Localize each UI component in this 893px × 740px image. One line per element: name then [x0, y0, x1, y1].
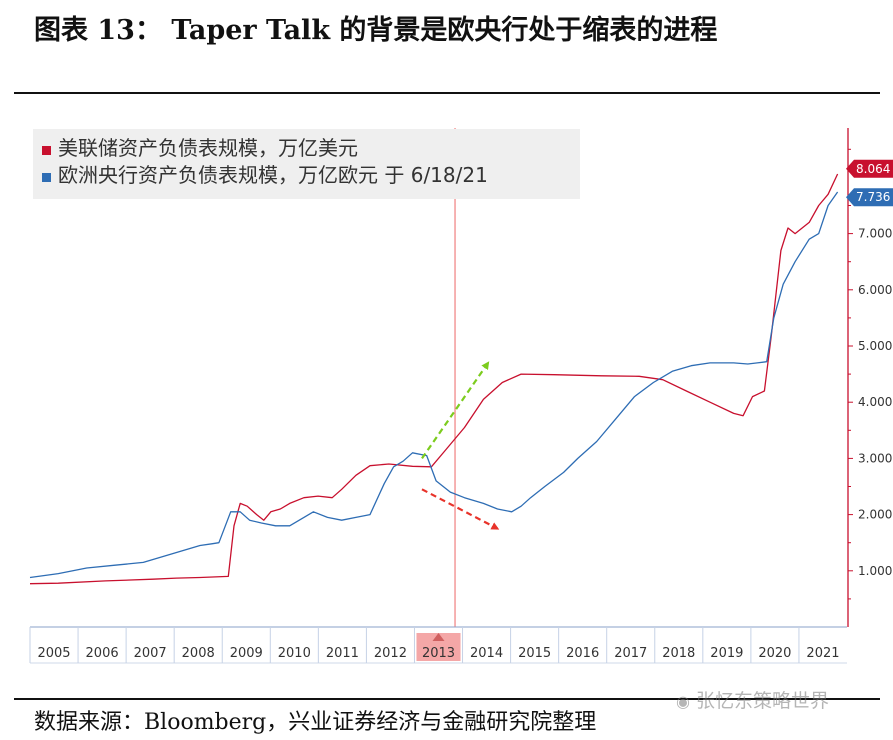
x-tick-label: 2014 [470, 646, 503, 661]
red-dashed-arrow [421, 488, 500, 530]
watermark-text: 张忆东策略世界 [695, 690, 829, 712]
x-tick-label: 2008 [182, 646, 215, 661]
bottom-rule [14, 698, 880, 700]
annotation-layer [421, 361, 500, 530]
x-tick-label: 2012 [374, 646, 407, 661]
x-tick-label: 2010 [278, 646, 311, 661]
legend-box [33, 129, 580, 199]
x-tick-label: 2015 [518, 646, 551, 661]
y-tick-label: 3.000 [858, 451, 892, 465]
x-tick-label: 2006 [86, 646, 119, 661]
x-tick-label: 2017 [614, 646, 647, 661]
last-value-label: 7.736 [856, 190, 890, 204]
fed-balance-line [29, 173, 839, 585]
x-tick-label: 2007 [134, 646, 167, 661]
last-value-label: 8.064 [856, 162, 890, 176]
wechat-icon: ◉ [676, 692, 690, 711]
top-rule [14, 92, 880, 94]
x-tick-label: 2021 [806, 646, 839, 661]
figure-title: 图表 13： Taper Talk 的背景是欧央行处于缩表的进程 [34, 15, 718, 46]
legend-label: 美联储资产负债表规模，万亿美元 [58, 136, 358, 160]
series-layer [29, 173, 839, 585]
y-tick-label: 7.000 [858, 227, 892, 241]
x-tick-label: 2020 [758, 646, 791, 661]
x-tick-label: 2013 [422, 646, 455, 661]
ecb-balance-line [29, 191, 839, 579]
legend-swatch [42, 173, 51, 182]
x-tick-highlight-caret [432, 633, 445, 641]
x-tick-label: 2011 [326, 646, 359, 661]
x-tick-label: 2016 [566, 646, 599, 661]
y-tick-label: 2.000 [858, 508, 892, 522]
source-note: 数据来源：Bloomberg，兴业证券经济与金融研究院整理 [34, 710, 597, 735]
x-tick-label: 2009 [230, 646, 263, 661]
axis-layer: 2005 2006 2007 2008 2009 2010 2011 2012 2013 2014… [29, 128, 893, 664]
x-tick-label: 2005 [37, 646, 70, 661]
y-tick-label: 1.000 [858, 564, 892, 578]
y-tick-label: 5.000 [858, 339, 892, 353]
last-value-tag [846, 188, 893, 207]
legend-label: 欧洲央行资产负债表规模，万亿欧元 于 6/18/21 [58, 163, 488, 187]
x-tick-label: 2018 [662, 646, 695, 661]
last-value-tag [846, 159, 893, 178]
y-tick-label: 4.000 [858, 395, 892, 409]
watermark: ◉ 张忆东策略世界 [676, 686, 829, 713]
legend-swatch [42, 146, 51, 155]
x-tick-label: 2019 [710, 646, 743, 661]
y-tick-label: 6.000 [858, 283, 892, 297]
